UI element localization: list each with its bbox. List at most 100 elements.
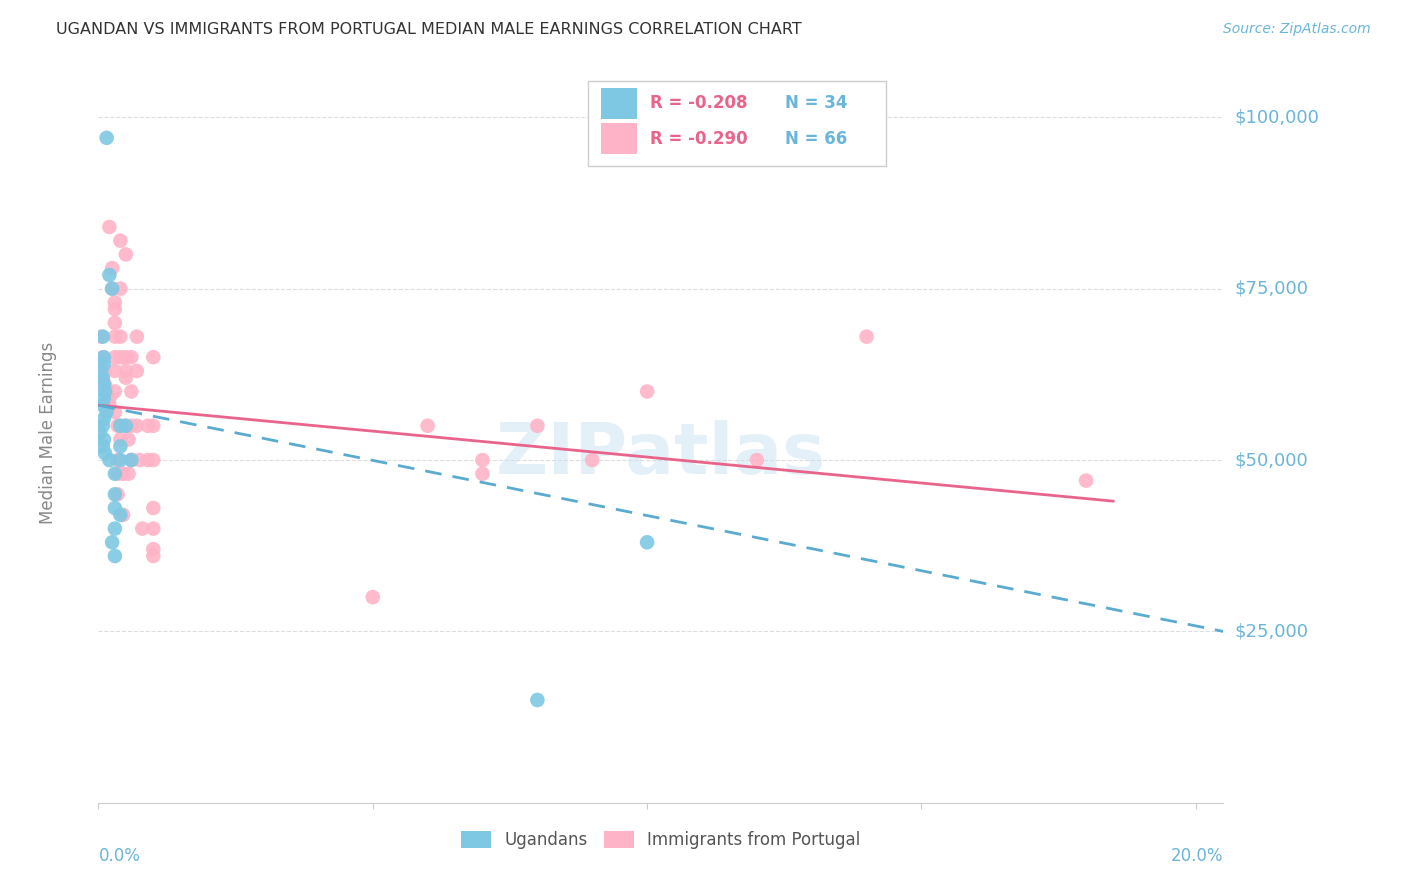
- Point: [361, 590, 384, 604]
- Point: [142, 418, 165, 433]
- Text: N = 34: N = 34: [785, 95, 846, 112]
- Point: [125, 329, 148, 343]
- Point: [101, 282, 124, 296]
- Point: [471, 453, 494, 467]
- Point: [104, 384, 127, 399]
- Point: [110, 418, 132, 433]
- Point: [115, 418, 138, 433]
- Point: [93, 350, 115, 364]
- Point: [93, 433, 115, 447]
- Point: [112, 467, 135, 481]
- Point: [90, 364, 112, 378]
- Point: [101, 261, 124, 276]
- Point: [104, 364, 127, 378]
- Point: [104, 316, 127, 330]
- Point: [104, 295, 127, 310]
- Point: [104, 487, 127, 501]
- Point: [93, 412, 115, 426]
- Point: [1074, 474, 1097, 488]
- Point: [416, 418, 439, 433]
- Point: [104, 501, 127, 516]
- Point: [91, 439, 114, 453]
- Point: [104, 350, 127, 364]
- Point: [94, 384, 117, 399]
- Text: R = -0.208: R = -0.208: [650, 95, 747, 112]
- Point: [104, 522, 127, 536]
- Point: [96, 131, 118, 145]
- Text: $100,000: $100,000: [1234, 108, 1319, 127]
- Point: [107, 487, 129, 501]
- Point: [93, 364, 115, 378]
- Point: [526, 418, 548, 433]
- Text: ZIPatlas: ZIPatlas: [496, 420, 825, 490]
- Point: [115, 371, 138, 385]
- Point: [104, 405, 127, 419]
- Text: $25,000: $25,000: [1234, 623, 1309, 640]
- Point: [107, 453, 129, 467]
- Text: $75,000: $75,000: [1234, 280, 1309, 298]
- Point: [125, 364, 148, 378]
- Point: [142, 350, 165, 364]
- Point: [117, 433, 139, 447]
- Point: [136, 418, 159, 433]
- Point: [94, 446, 117, 460]
- Point: [93, 357, 115, 371]
- Point: [107, 418, 129, 433]
- Point: [98, 268, 121, 282]
- Point: [91, 329, 114, 343]
- Point: [636, 535, 658, 549]
- Point: [128, 453, 150, 467]
- FancyBboxPatch shape: [602, 87, 637, 119]
- Text: 20.0%: 20.0%: [1171, 847, 1223, 865]
- Point: [745, 453, 768, 467]
- Point: [117, 467, 139, 481]
- Point: [142, 549, 165, 563]
- Point: [581, 453, 603, 467]
- Point: [142, 501, 165, 516]
- Point: [136, 453, 159, 467]
- Point: [93, 377, 115, 392]
- Point: [120, 350, 142, 364]
- Point: [110, 282, 132, 296]
- Point: [636, 384, 658, 399]
- Point: [104, 549, 127, 563]
- Point: [96, 405, 118, 419]
- Point: [120, 453, 142, 467]
- Point: [115, 418, 138, 433]
- Point: [131, 522, 153, 536]
- Point: [104, 329, 127, 343]
- Point: [101, 282, 124, 296]
- Text: 0.0%: 0.0%: [98, 847, 141, 865]
- Point: [125, 418, 148, 433]
- Point: [110, 453, 132, 467]
- Point: [91, 371, 114, 385]
- Point: [115, 247, 138, 261]
- Point: [98, 398, 121, 412]
- Text: Source: ZipAtlas.com: Source: ZipAtlas.com: [1223, 22, 1371, 37]
- Point: [91, 350, 114, 364]
- Point: [110, 234, 132, 248]
- Text: Median Male Earnings: Median Male Earnings: [39, 342, 56, 524]
- Point: [110, 418, 132, 433]
- Point: [120, 384, 142, 399]
- Point: [120, 453, 142, 467]
- Point: [110, 350, 132, 364]
- Point: [110, 508, 132, 522]
- Point: [115, 364, 138, 378]
- Point: [104, 467, 127, 481]
- Point: [471, 467, 494, 481]
- Point: [855, 329, 877, 343]
- Point: [98, 219, 121, 234]
- Point: [110, 329, 132, 343]
- Text: N = 66: N = 66: [785, 129, 846, 148]
- Point: [94, 377, 117, 392]
- Text: UGANDAN VS IMMIGRANTS FROM PORTUGAL MEDIAN MALE EARNINGS CORRELATION CHART: UGANDAN VS IMMIGRANTS FROM PORTUGAL MEDI…: [56, 22, 801, 37]
- Point: [91, 418, 114, 433]
- Point: [93, 392, 115, 406]
- Text: R = -0.290: R = -0.290: [650, 129, 747, 148]
- Point: [101, 535, 124, 549]
- Point: [98, 453, 121, 467]
- Point: [107, 467, 129, 481]
- Point: [91, 371, 114, 385]
- Point: [91, 398, 114, 412]
